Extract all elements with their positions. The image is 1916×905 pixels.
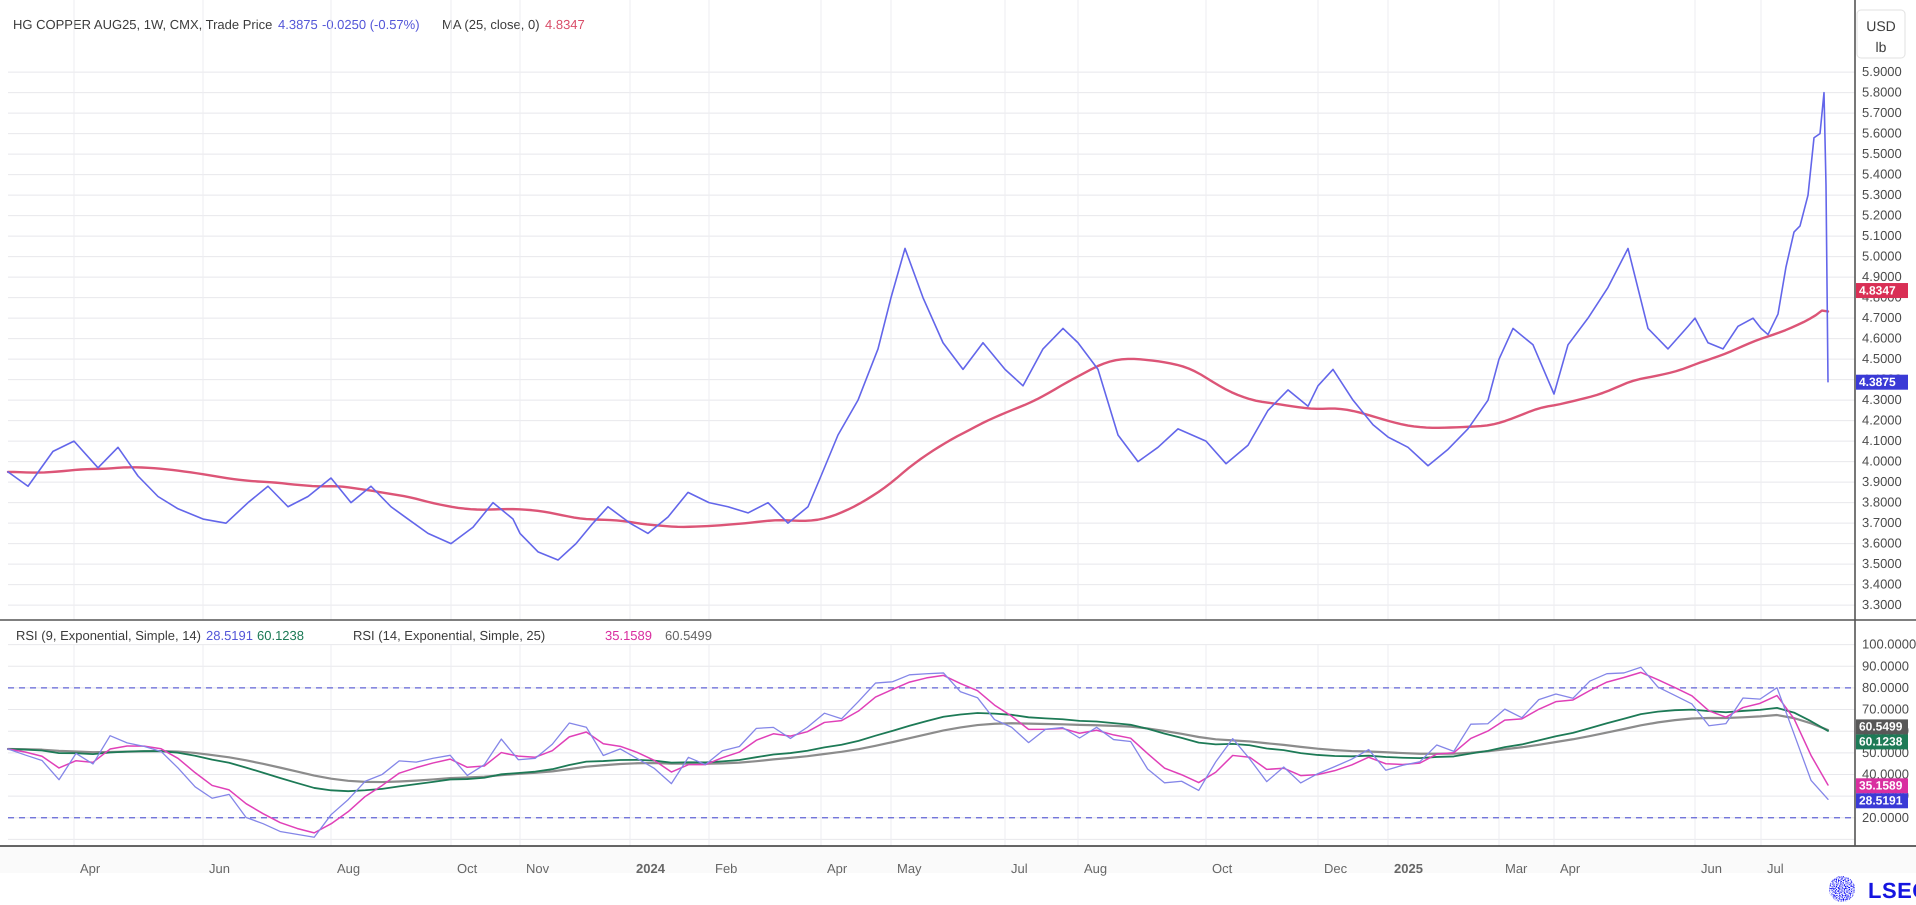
svg-text:Jul: Jul <box>1011 861 1028 876</box>
svg-text:HG COPPER AUG25, 1W, CMX, Trad: HG COPPER AUG25, 1W, CMX, Trade Price <box>13 17 272 32</box>
svg-text:4.8347: 4.8347 <box>545 17 585 32</box>
svg-text:5.7000: 5.7000 <box>1862 105 1902 120</box>
svg-text:Oct: Oct <box>1212 861 1233 876</box>
svg-text:4.0000: 4.0000 <box>1862 454 1902 469</box>
svg-text:RSI (14, Exponential, Simple,: RSI (14, Exponential, Simple, 25) <box>353 628 545 643</box>
svg-text:35.1589: 35.1589 <box>605 628 652 643</box>
svg-text:4.2000: 4.2000 <box>1862 413 1902 428</box>
svg-text:RSI (9, Exponential, Simple, 1: RSI (9, Exponential, Simple, 14) <box>16 628 201 643</box>
svg-text:5.2000: 5.2000 <box>1862 208 1902 223</box>
svg-text:Jun: Jun <box>1701 861 1722 876</box>
svg-text:Feb: Feb <box>715 861 737 876</box>
svg-text:Apr: Apr <box>1560 861 1581 876</box>
svg-text:5.5000: 5.5000 <box>1862 146 1902 161</box>
svg-text:lb: lb <box>1876 39 1887 55</box>
svg-text:4.3875: 4.3875 <box>278 17 318 32</box>
svg-text:20.0000: 20.0000 <box>1862 810 1909 825</box>
svg-text:60.5499: 60.5499 <box>1859 720 1903 734</box>
svg-text:-0.0250 (-0.57%): -0.0250 (-0.57%) <box>322 17 420 32</box>
svg-text:Mar: Mar <box>1505 861 1528 876</box>
svg-text:MA (25, close, 0): MA (25, close, 0) <box>442 17 540 32</box>
svg-text:35.1589: 35.1589 <box>1859 779 1903 793</box>
svg-text:USD: USD <box>1866 18 1896 34</box>
svg-text:Oct: Oct <box>457 861 478 876</box>
svg-text:4.8347: 4.8347 <box>1859 284 1896 298</box>
svg-text:100.0000: 100.0000 <box>1862 637 1916 652</box>
svg-text:5.0000: 5.0000 <box>1862 249 1902 264</box>
svg-text:60.1238: 60.1238 <box>1859 735 1903 749</box>
svg-text:4.1000: 4.1000 <box>1862 433 1902 448</box>
svg-text:Dec: Dec <box>1324 861 1348 876</box>
svg-text:5.3000: 5.3000 <box>1862 187 1902 202</box>
svg-text:Nov: Nov <box>526 861 550 876</box>
svg-text:3.6000: 3.6000 <box>1862 536 1902 551</box>
svg-text:5.6000: 5.6000 <box>1862 126 1902 141</box>
svg-text:Apr: Apr <box>80 861 101 876</box>
svg-text:Apr: Apr <box>827 861 848 876</box>
svg-text:70.0000: 70.0000 <box>1862 702 1909 717</box>
svg-text:4.6000: 4.6000 <box>1862 331 1902 346</box>
svg-text:5.4000: 5.4000 <box>1862 167 1902 182</box>
svg-text:May: May <box>897 861 922 876</box>
svg-text:4.9000: 4.9000 <box>1862 269 1902 284</box>
svg-text:80.0000: 80.0000 <box>1862 680 1909 695</box>
svg-text:5.9000: 5.9000 <box>1862 64 1902 79</box>
svg-text:60.5499: 60.5499 <box>665 628 712 643</box>
svg-text:4.7000: 4.7000 <box>1862 310 1902 325</box>
svg-text:Aug: Aug <box>337 861 360 876</box>
svg-text:2024: 2024 <box>636 861 666 876</box>
svg-text:60.1238: 60.1238 <box>257 628 304 643</box>
svg-text:4.5000: 4.5000 <box>1862 351 1902 366</box>
svg-text:Jun: Jun <box>209 861 230 876</box>
svg-text:4.3000: 4.3000 <box>1862 392 1902 407</box>
svg-text:Aug: Aug <box>1084 861 1107 876</box>
svg-text:3.4000: 3.4000 <box>1862 577 1902 592</box>
svg-text:LSEG: LSEG <box>1868 878 1916 903</box>
svg-text:5.8000: 5.8000 <box>1862 85 1902 100</box>
svg-text:90.0000: 90.0000 <box>1862 658 1909 673</box>
svg-text:3.9000: 3.9000 <box>1862 474 1902 489</box>
svg-text:2025: 2025 <box>1394 861 1423 876</box>
svg-text:3.7000: 3.7000 <box>1862 515 1902 530</box>
svg-text:28.5191: 28.5191 <box>206 628 253 643</box>
svg-text:Jul: Jul <box>1767 861 1784 876</box>
svg-text:3.3000: 3.3000 <box>1862 597 1902 612</box>
svg-text:3.5000: 3.5000 <box>1862 556 1902 571</box>
svg-text:5.1000: 5.1000 <box>1862 228 1902 243</box>
svg-text:3.8000: 3.8000 <box>1862 495 1902 510</box>
svg-text:4.3875: 4.3875 <box>1859 375 1896 389</box>
svg-text:28.5191: 28.5191 <box>1859 794 1903 808</box>
